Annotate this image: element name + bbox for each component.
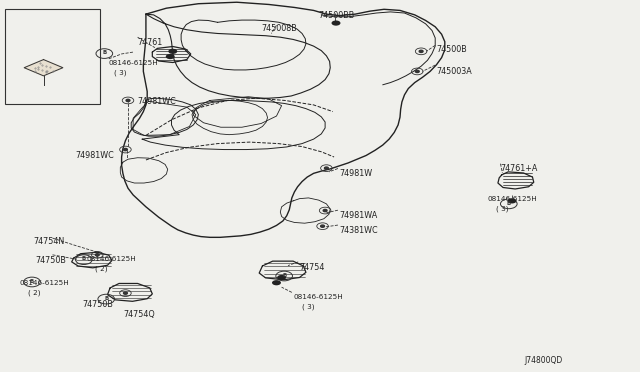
Text: 74754: 74754 <box>300 263 325 272</box>
Text: 74862R: 74862R <box>28 89 59 98</box>
Circle shape <box>124 148 127 151</box>
Polygon shape <box>24 60 63 76</box>
Circle shape <box>508 198 516 203</box>
Circle shape <box>124 292 127 294</box>
Bar <box>5 9 100 104</box>
Text: ( 3): ( 3) <box>114 70 127 76</box>
Text: ( 2): ( 2) <box>95 266 108 272</box>
Text: 74761+A: 74761+A <box>500 164 538 173</box>
Text: 74754N: 74754N <box>33 237 65 246</box>
Text: 08146-6125H: 08146-6125H <box>109 60 159 66</box>
Text: 74981WC: 74981WC <box>76 151 115 160</box>
Text: B: B <box>82 256 86 262</box>
Text: 74381WC: 74381WC <box>339 226 378 235</box>
Text: INSULATOR FUSIBLE: INSULATOR FUSIBLE <box>15 17 95 26</box>
Text: 74500BB: 74500BB <box>319 11 355 20</box>
Circle shape <box>277 275 286 280</box>
Text: ( 3): ( 3) <box>302 304 315 310</box>
Text: 74750B: 74750B <box>82 300 113 309</box>
Circle shape <box>332 20 340 26</box>
Circle shape <box>168 49 177 54</box>
Text: 08146-6125H: 08146-6125H <box>86 256 136 262</box>
Circle shape <box>419 50 423 52</box>
Text: 74500B: 74500B <box>436 45 467 54</box>
Text: 08146-6125H: 08146-6125H <box>19 280 69 286</box>
Circle shape <box>321 225 324 227</box>
Circle shape <box>324 167 328 169</box>
Text: B: B <box>507 201 511 206</box>
Text: 74750B: 74750B <box>35 256 66 265</box>
Text: 74754Q: 74754Q <box>124 310 156 318</box>
Text: B: B <box>104 296 108 301</box>
Circle shape <box>126 99 130 102</box>
Text: 745008B: 745008B <box>261 24 297 33</box>
Circle shape <box>323 209 327 212</box>
Text: 74761: 74761 <box>138 38 163 47</box>
Text: ( 3): ( 3) <box>496 205 509 212</box>
Text: B: B <box>282 273 286 278</box>
Text: 74981WA: 74981WA <box>339 211 378 220</box>
Circle shape <box>272 280 281 285</box>
Text: 08146-6125H: 08146-6125H <box>293 294 343 300</box>
Circle shape <box>166 54 175 59</box>
Text: 74981W: 74981W <box>339 169 372 177</box>
Text: B: B <box>30 279 34 284</box>
Text: 745003A: 745003A <box>436 67 472 76</box>
Text: 74981WC: 74981WC <box>138 97 177 106</box>
Text: B: B <box>102 50 106 55</box>
Text: J74800QD: J74800QD <box>525 356 563 365</box>
Text: 08146-6125H: 08146-6125H <box>488 196 538 202</box>
Circle shape <box>95 254 99 256</box>
Circle shape <box>415 70 419 73</box>
Text: ( 2): ( 2) <box>28 289 41 296</box>
